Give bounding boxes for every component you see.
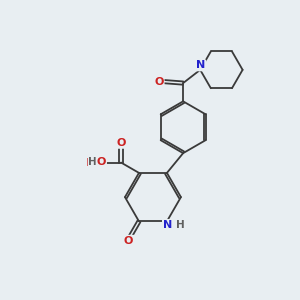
Text: N: N xyxy=(163,220,172,230)
Text: O: O xyxy=(116,138,126,148)
Text: H: H xyxy=(88,157,97,167)
Text: N: N xyxy=(196,60,206,70)
Text: O: O xyxy=(154,76,164,87)
Text: HO: HO xyxy=(86,158,105,168)
Text: H: H xyxy=(176,220,184,230)
Text: O: O xyxy=(97,157,106,167)
Text: O: O xyxy=(124,236,133,246)
